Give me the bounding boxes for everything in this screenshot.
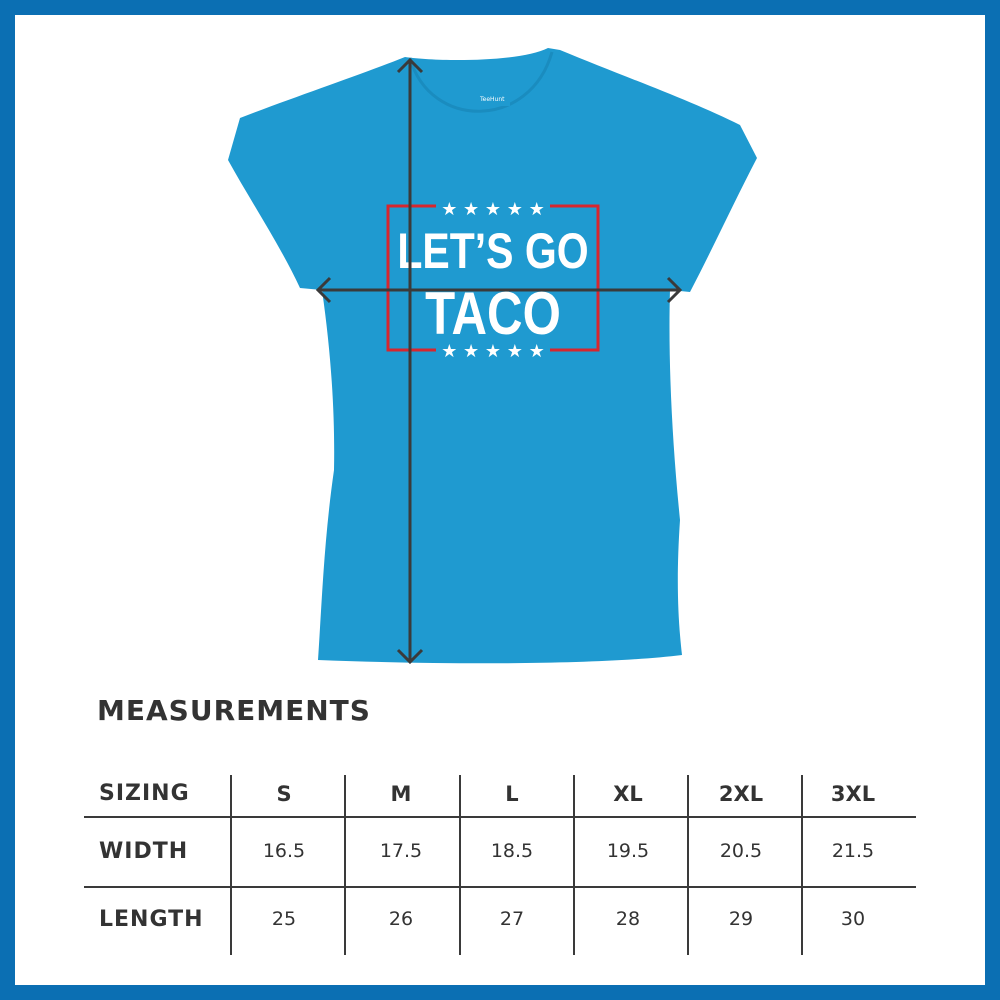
measurements-title: MEASUREMENTS	[97, 694, 371, 727]
width-label: WIDTH	[99, 839, 189, 864]
length-arrow	[396, 57, 424, 665]
length-value: 30	[840, 908, 866, 930]
size-header: XL	[613, 782, 643, 806]
width-value: 18.5	[490, 840, 534, 862]
brand-logo: TeeHunt	[479, 96, 505, 103]
size-header: L	[505, 782, 519, 806]
sizing-header: SIZING	[99, 781, 190, 806]
col-divider	[801, 775, 803, 955]
col-divider	[344, 775, 346, 955]
length-label: LENGTH	[99, 907, 204, 932]
size-header: S	[276, 782, 292, 806]
stars-bottom: ★ ★ ★ ★ ★	[441, 341, 545, 362]
size-header: 3XL	[830, 782, 876, 806]
width-value: 21.5	[831, 840, 875, 862]
size-table: SIZING WIDTH LENGTH S M L XL 2XL 3XL 16.…	[84, 775, 916, 955]
width-value: 16.5	[262, 840, 306, 862]
row-divider	[84, 886, 916, 888]
col-divider	[459, 775, 461, 955]
width-arrow	[315, 276, 683, 304]
width-value: 20.5	[719, 840, 763, 862]
print-line-1: LET’S GO	[397, 223, 588, 279]
col-divider	[573, 775, 575, 955]
tshirt-body	[228, 48, 757, 664]
length-value: 29	[728, 908, 754, 930]
length-value: 28	[615, 908, 641, 930]
stars-top: ★ ★ ★ ★ ★	[441, 199, 545, 220]
col-divider	[687, 775, 689, 955]
width-value: 17.5	[379, 840, 423, 862]
row-divider	[84, 816, 916, 818]
print-box: ★ ★ ★ ★ ★ ★ ★ ★ ★ ★ LET’S GO TACO	[386, 199, 600, 362]
size-header: 2XL	[718, 782, 764, 806]
width-value: 19.5	[606, 840, 650, 862]
col-divider	[230, 775, 232, 955]
length-value: 25	[271, 908, 297, 930]
tshirt-image: TeeHunt ★ ★ ★ ★ ★ ★ ★ ★ ★ ★ LET’S GO TAC…	[228, 48, 757, 665]
tshirt-collar	[408, 51, 554, 113]
length-value: 27	[499, 908, 525, 930]
neck-label	[474, 92, 510, 106]
size-header: M	[390, 782, 412, 806]
length-value: 26	[388, 908, 414, 930]
